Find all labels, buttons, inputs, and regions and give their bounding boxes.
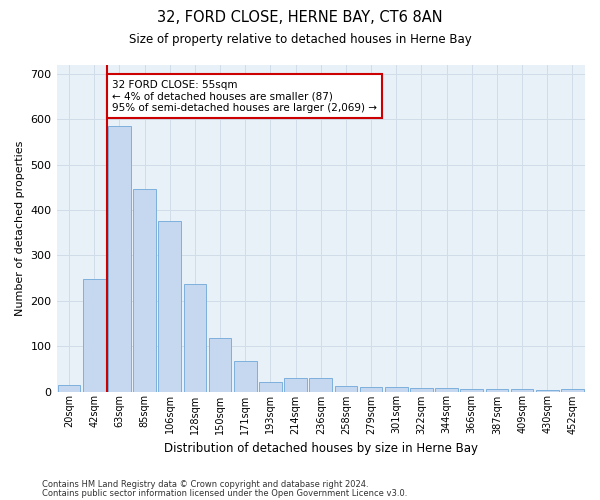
Bar — [209, 338, 232, 392]
Y-axis label: Number of detached properties: Number of detached properties — [15, 140, 25, 316]
Bar — [410, 388, 433, 392]
Bar — [460, 389, 483, 392]
Bar — [83, 279, 106, 392]
Bar — [561, 389, 584, 392]
Bar — [284, 378, 307, 392]
Bar — [234, 361, 257, 392]
Bar — [435, 388, 458, 392]
Text: Size of property relative to detached houses in Herne Bay: Size of property relative to detached ho… — [128, 32, 472, 46]
Bar — [108, 126, 131, 392]
Text: Contains HM Land Registry data © Crown copyright and database right 2024.: Contains HM Land Registry data © Crown c… — [42, 480, 368, 489]
Bar — [259, 382, 282, 392]
Bar — [485, 389, 508, 392]
X-axis label: Distribution of detached houses by size in Herne Bay: Distribution of detached houses by size … — [164, 442, 478, 455]
Text: 32, FORD CLOSE, HERNE BAY, CT6 8AN: 32, FORD CLOSE, HERNE BAY, CT6 8AN — [157, 10, 443, 25]
Bar — [184, 284, 206, 392]
Text: 32 FORD CLOSE: 55sqm
← 4% of detached houses are smaller (87)
95% of semi-detach: 32 FORD CLOSE: 55sqm ← 4% of detached ho… — [112, 80, 377, 112]
Bar — [360, 387, 382, 392]
Text: Contains public sector information licensed under the Open Government Licence v3: Contains public sector information licen… — [42, 490, 407, 498]
Bar — [335, 386, 357, 392]
Bar — [536, 390, 559, 392]
Bar — [511, 389, 533, 392]
Bar — [58, 384, 80, 392]
Bar — [158, 222, 181, 392]
Bar — [385, 387, 407, 392]
Bar — [133, 189, 156, 392]
Bar — [310, 378, 332, 392]
